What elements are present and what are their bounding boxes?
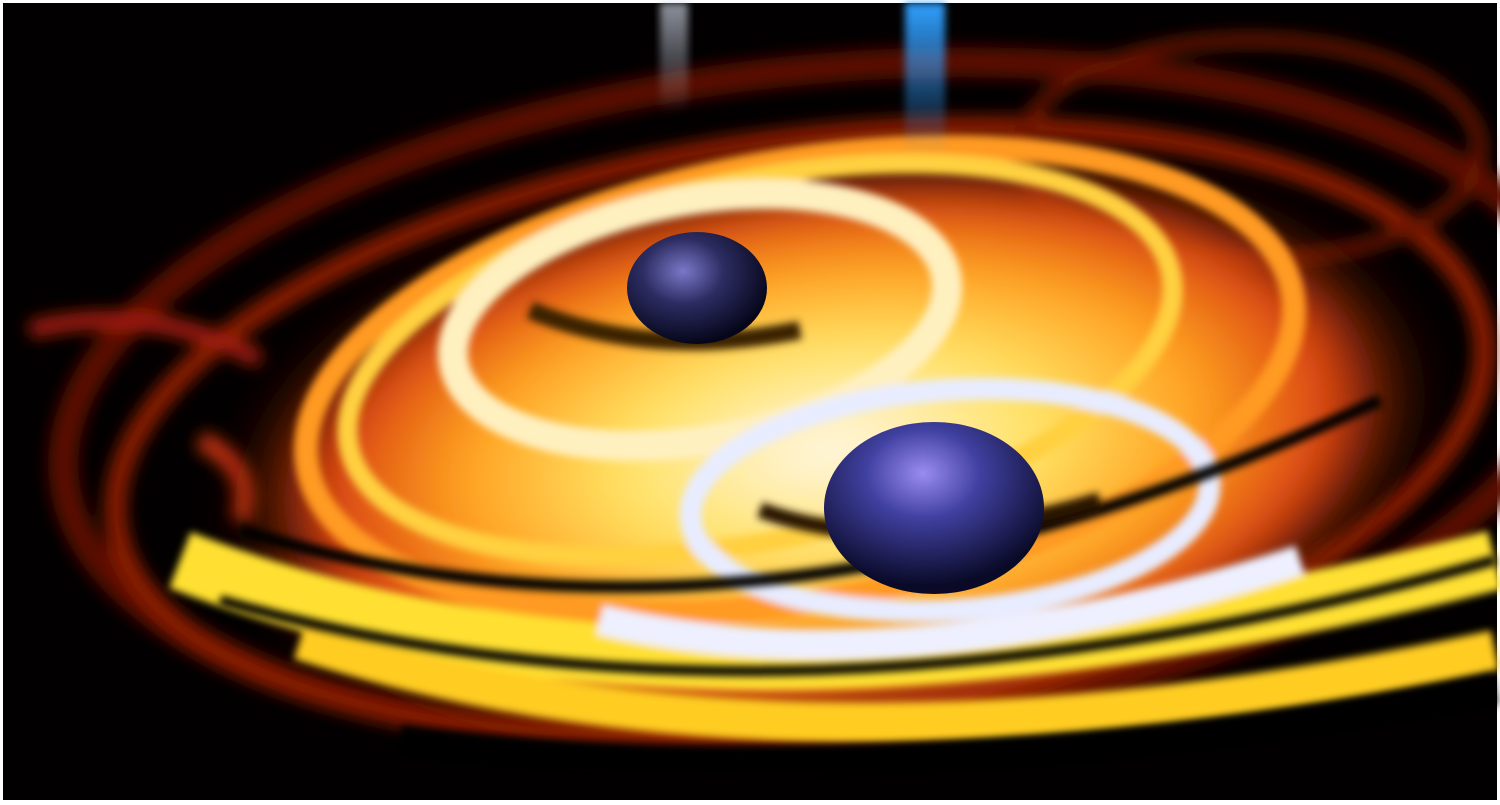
disk-swirls <box>169 134 1500 743</box>
white-jet <box>660 3 688 113</box>
blue-jet <box>905 3 945 153</box>
black-hole <box>824 422 1044 594</box>
black-hole <box>627 232 767 344</box>
